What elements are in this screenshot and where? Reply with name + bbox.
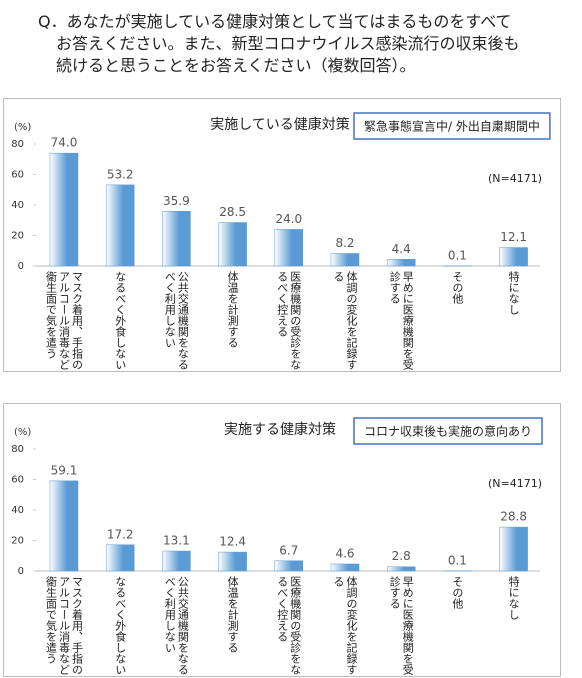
value-label: 12.1 xyxy=(500,230,527,244)
y-tick-label: 80 xyxy=(11,139,24,150)
bar xyxy=(49,152,79,267)
chart: 実施している健康対策 緊急事態宣言中/ 外出自粛期間中 (%) (N=4171) 0 20… xyxy=(11,112,551,272)
y-tick-label: 20 xyxy=(11,536,24,547)
y-tick-label: 0 xyxy=(18,566,24,577)
chart-panel: 実施している健康対策 緊急事態宣言中/ 外出自粛期間中 (%) (N=4171) 0 20… xyxy=(3,98,561,372)
x-tick-label: 体温を計測する xyxy=(226,576,240,653)
value-label: 53.2 xyxy=(107,167,134,181)
question-line: 続けると思うことをお答えください（複数回答）。 xyxy=(56,56,416,75)
bar xyxy=(49,480,79,572)
y-tick-label: 80 xyxy=(11,444,24,455)
x-tick-label: なるべく外食しない xyxy=(113,271,127,370)
x-tick-label: 早めに医療機関を受診する xyxy=(388,271,415,370)
y-tick-label: 20 xyxy=(11,231,24,242)
value-label: 35.9 xyxy=(163,194,190,208)
chart-title: 実施している健康対策 xyxy=(210,116,350,133)
x-tick-label: その他 xyxy=(450,271,464,304)
bar xyxy=(330,253,360,267)
value-label: 4.6 xyxy=(335,546,354,560)
value-label: 4.4 xyxy=(392,242,411,256)
bar xyxy=(274,560,304,572)
chart-panel: 実施する健康対策 コロナ収束後も実施の意向あり (%) (N=4171) 0 20 40 60… xyxy=(3,403,561,677)
bar xyxy=(105,544,135,572)
x-tick-label: 医療機関の受診をなるべく控える xyxy=(275,576,302,675)
x-tick-label: 特になし xyxy=(507,271,521,315)
question-line: Q．あなたが実施している健康対策として当てはまるものをすべて xyxy=(38,12,512,31)
x-tick-label: 公共交通機関をなるべく利用しない xyxy=(163,576,190,675)
y-tick-label: 40 xyxy=(11,505,24,516)
chart-title: 実施する健康対策 xyxy=(224,421,336,438)
value-label: 74.0 xyxy=(51,136,78,150)
y-tick-label: 60 xyxy=(11,475,24,486)
y-tick-label: 0 xyxy=(18,261,24,272)
value-label: 0.1 xyxy=(448,248,467,262)
bar xyxy=(274,229,304,267)
annotation: (N=4171) xyxy=(488,477,542,490)
x-tick-label: 公共交通機関をなるべく利用しない xyxy=(163,271,190,370)
y-axis-label: (%) xyxy=(14,122,31,133)
x-tick-label: 体調の変化を記録する xyxy=(332,576,358,675)
value-label: 24.0 xyxy=(275,212,302,226)
subtitle: コロナ収束後も実施の意向あり xyxy=(364,424,532,439)
y-tick-label: 60 xyxy=(11,170,24,181)
subtitle: 緊急事態宣言中/ 外出自粛期間中 xyxy=(364,119,540,134)
x-tick-label: 体調の変化を記録する xyxy=(332,271,358,370)
y-tick-label: 40 xyxy=(11,200,24,211)
subtitle-box xyxy=(353,417,543,445)
value-label: 13.1 xyxy=(163,534,190,548)
value-label: 6.7 xyxy=(279,543,298,557)
bar xyxy=(162,550,191,572)
x-tick-label: マスク着用、手指のアルコール消毒など衛生面で気を遣う xyxy=(44,271,84,370)
bar xyxy=(330,563,360,572)
value-label: 28.8 xyxy=(500,510,527,524)
subtitle-box xyxy=(353,112,551,140)
x-tick-label: 医療機関の受診をなるべく控える xyxy=(275,271,302,370)
bar xyxy=(499,526,528,572)
bar xyxy=(218,551,247,572)
x-tick-label: 体温を計測する xyxy=(226,271,240,348)
value-label: 17.2 xyxy=(107,527,134,541)
x-tick-label: その他 xyxy=(450,576,464,609)
x-tick-label: マスク着用、手指のアルコール消毒など衛生面で気を遣う xyxy=(44,576,84,675)
value-label: 12.4 xyxy=(219,535,246,549)
value-label: 0.1 xyxy=(448,553,467,567)
bar xyxy=(218,222,247,267)
bar xyxy=(162,211,191,267)
annotation: (N=4171) xyxy=(488,172,542,185)
x-tick-label: 早めに医療機関を受診する xyxy=(388,576,415,675)
y-axis-label: (%) xyxy=(14,427,31,438)
value-label: 59.1 xyxy=(51,463,78,477)
bar xyxy=(105,184,135,267)
value-label: 2.8 xyxy=(392,549,411,563)
bar xyxy=(386,259,416,267)
chart: 実施する健康対策 コロナ収束後も実施の意向あり (%) (N=4171) 0 20 40 60… xyxy=(11,417,543,577)
x-tick-label: 特になし xyxy=(507,576,521,620)
value-label: 8.2 xyxy=(335,236,354,250)
question-line: お答えください。また、新型コロナウイルス感染流行の収束後も xyxy=(56,34,520,53)
bar xyxy=(499,247,528,267)
value-label: 28.5 xyxy=(219,205,246,219)
x-tick-label: なるべく外食しない xyxy=(113,576,127,675)
bar xyxy=(386,566,416,572)
